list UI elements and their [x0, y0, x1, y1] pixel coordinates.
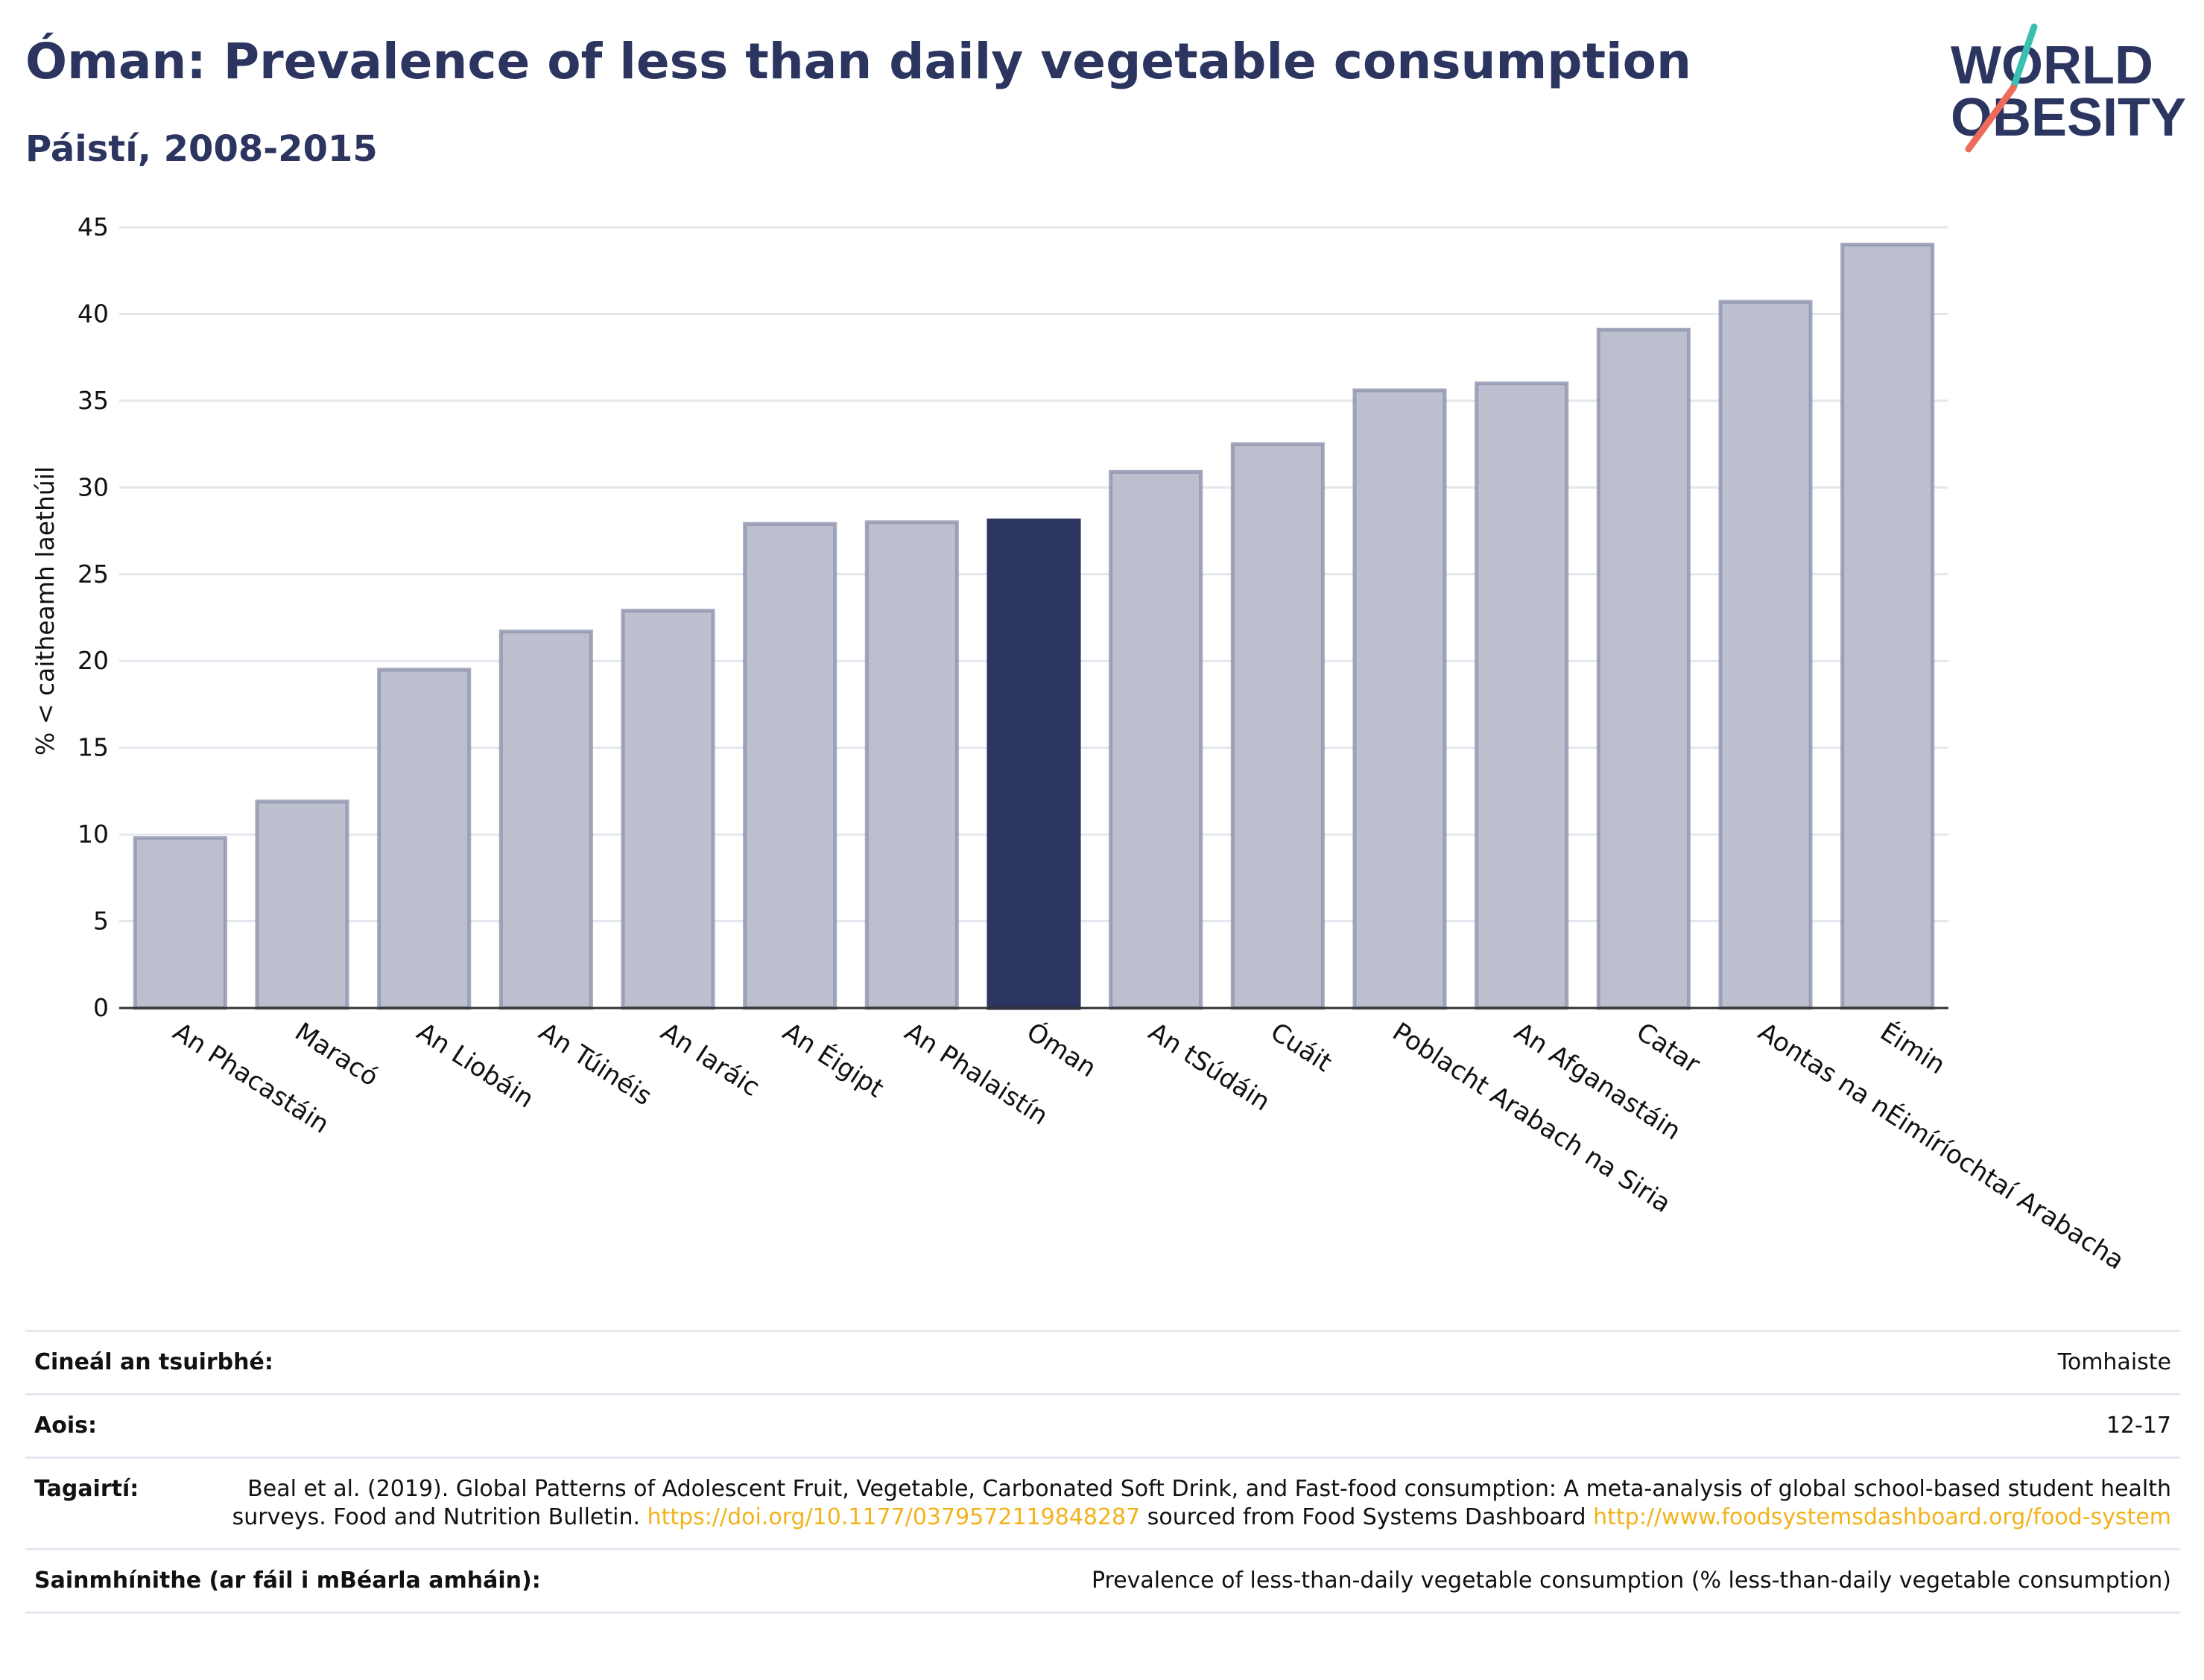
age-label: Aois: [34, 1413, 97, 1439]
x-tick-label: Catar [1631, 1017, 1706, 1080]
x-tick-label: An Iaráic [656, 1017, 765, 1103]
age-value: 12-17 [2106, 1413, 2171, 1439]
bar-12[interactable] [1475, 381, 1569, 1010]
survey-type-label: Cineál an tsuirbhé: [34, 1349, 273, 1375]
y-tick-label: 5 [93, 907, 109, 936]
logo-text-world: WORLD [1951, 36, 2153, 95]
references-value: Beal et al. (2019). Global Patterns of A… [183, 1475, 2171, 1532]
y-tick-label: 0 [93, 993, 109, 1022]
x-tick-label: An Liobáin [411, 1017, 539, 1115]
bar-5[interactable] [621, 609, 715, 1010]
x-tick-label: Óman [1022, 1016, 1102, 1083]
chart-subtitle: Páistí, 2008-2015 [25, 128, 378, 170]
references-dashboard-link[interactable]: http://www.foodsystemsdashboard.org/food… [1593, 1504, 2171, 1530]
references-label: Tagairtí: [34, 1476, 139, 1502]
x-tick-label: Éimin [1875, 1016, 1951, 1080]
meta-row-survey-type: Cineál an tsuirbhé: Tomhaiste [25, 1330, 2180, 1393]
y-tick-label: 35 [77, 386, 109, 415]
logo-slash-top [2010, 23, 2038, 92]
y-tick-label: 20 [77, 646, 109, 675]
chart-title: Óman: Prevalence of less than daily vege… [25, 33, 1692, 90]
bar-8[interactable] [987, 519, 1081, 1010]
bar-15[interactable] [1840, 242, 1935, 1010]
bar-3[interactable] [377, 668, 472, 1010]
x-tick-label: Cuáit [1265, 1017, 1337, 1078]
x-tick-label: Maracó [290, 1017, 384, 1092]
bar-1[interactable] [133, 836, 227, 1010]
bar-6[interactable] [743, 522, 837, 1010]
y-tick-label: 40 [77, 299, 109, 328]
survey-type-value: Tomhaiste [2057, 1349, 2171, 1375]
y-tick-label: 15 [77, 733, 109, 762]
bar-9[interactable] [1109, 469, 1203, 1010]
definitions-value: Prevalence of less-than-daily vegetable … [1091, 1568, 2171, 1594]
x-tick-label: An tSúdáin [1143, 1017, 1275, 1118]
bars [133, 242, 1935, 1010]
y-tick-label: 30 [77, 472, 109, 501]
meta-row-age: Aois: 12-17 [25, 1393, 2180, 1456]
bar-4[interactable] [498, 630, 593, 1010]
definitions-label: Sainmhínithe (ar fáil i mBéarla amháin): [34, 1568, 541, 1594]
bar-10[interactable] [1230, 442, 1325, 1010]
x-tick-label: An Éigipt [777, 1016, 889, 1103]
y-axis-label: % < caitheamh laethúil [31, 466, 60, 755]
y-tick-label: 25 [77, 560, 109, 589]
references-text-2: sourced from Food Systems Dashboard [1147, 1504, 1586, 1530]
x-tick-label: An Túinéis [533, 1017, 657, 1112]
bar-13[interactable] [1596, 327, 1691, 1010]
world-obesity-logo: WORLD OBESITY [1951, 23, 2186, 153]
bar-7[interactable] [864, 520, 959, 1010]
bar-14[interactable] [1718, 299, 1813, 1010]
bar-2[interactable] [255, 799, 349, 1010]
meta-row-references: Tagairtí: Beal et al. (2019). Global Pat… [25, 1456, 2180, 1548]
references-text-1: Beal et al. (2019). Global Patterns of A… [232, 1476, 2171, 1530]
y-tick-label: 10 [77, 820, 109, 849]
y-tick-label: 45 [77, 212, 109, 241]
bar-11[interactable] [1352, 388, 1447, 1010]
references-doi-link[interactable]: https://doi.org/10.1177/0379572119848287 [647, 1504, 1141, 1530]
logo-text-obesity: OBESITY [1951, 88, 2186, 148]
logo-slash-bottom [1965, 84, 2017, 153]
meta-row-definitions: Sainmhínithe (ar fáil i mBéarla amháin):… [25, 1548, 2180, 1614]
metadata-table: Cineál an tsuirbhé: Tomhaiste Aois: 12-1… [25, 1330, 2180, 1614]
